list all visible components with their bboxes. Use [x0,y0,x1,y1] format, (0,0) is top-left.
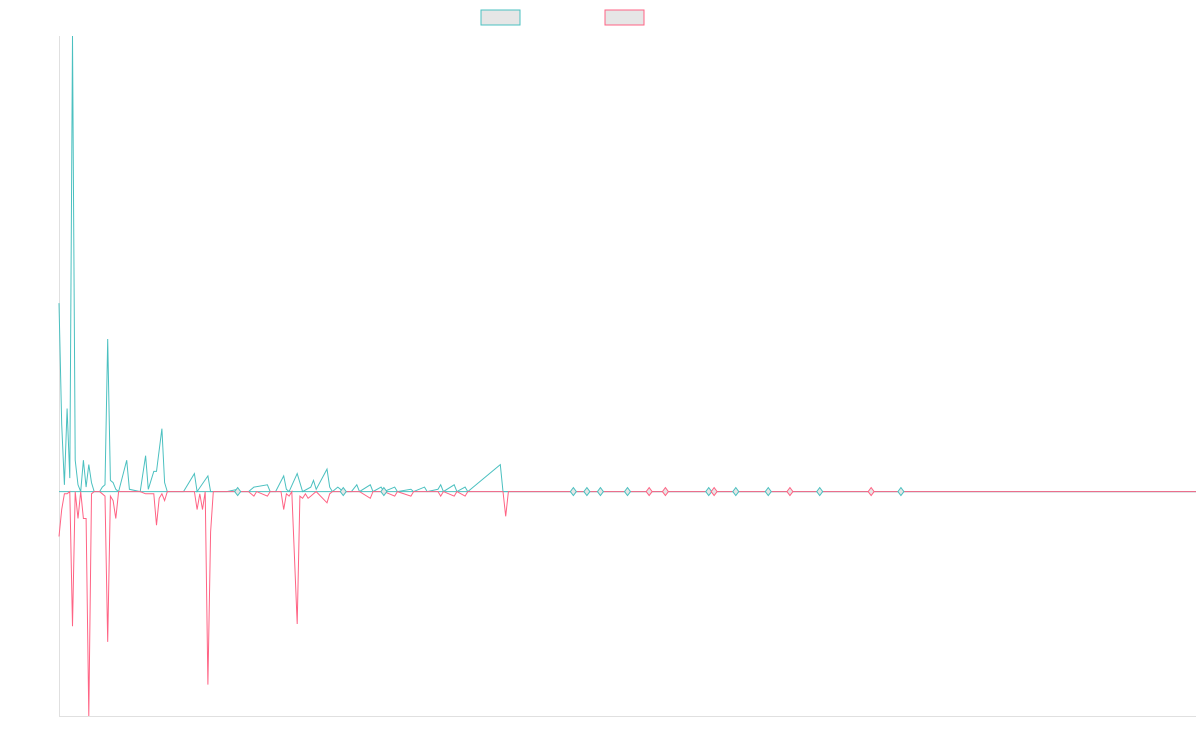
point-marker-12[interactable] [732,486,740,497]
point-marker-7[interactable] [623,486,632,497]
plot-area [58,35,1196,717]
point-marker-2[interactable] [339,486,347,497]
point-marker-9[interactable] [661,486,670,497]
series-line-1 [58,35,1196,493]
point-marker-16[interactable] [867,486,875,497]
point-marker-10[interactable] [705,486,713,497]
point-marker-4[interactable] [569,486,577,497]
point-marker-14[interactable] [786,486,794,497]
point-marker-17[interactable] [897,486,905,497]
axes [59,36,1196,717]
point-marker-5[interactable] [583,486,591,497]
point-marker-15[interactable] [816,486,824,497]
point-marker-1[interactable] [234,486,242,497]
legend-swatch-series-2[interactable] [604,9,645,26]
legend[interactable] [480,9,645,26]
point-marker-8[interactable] [645,486,653,497]
point-marker-3[interactable] [380,486,388,497]
series-line-2 [58,489,1196,717]
point-marker-13[interactable] [764,486,772,497]
legend-swatch-series-1[interactable] [480,9,521,26]
point-marker-11[interactable] [710,486,718,497]
point-marker-6[interactable] [596,486,605,497]
